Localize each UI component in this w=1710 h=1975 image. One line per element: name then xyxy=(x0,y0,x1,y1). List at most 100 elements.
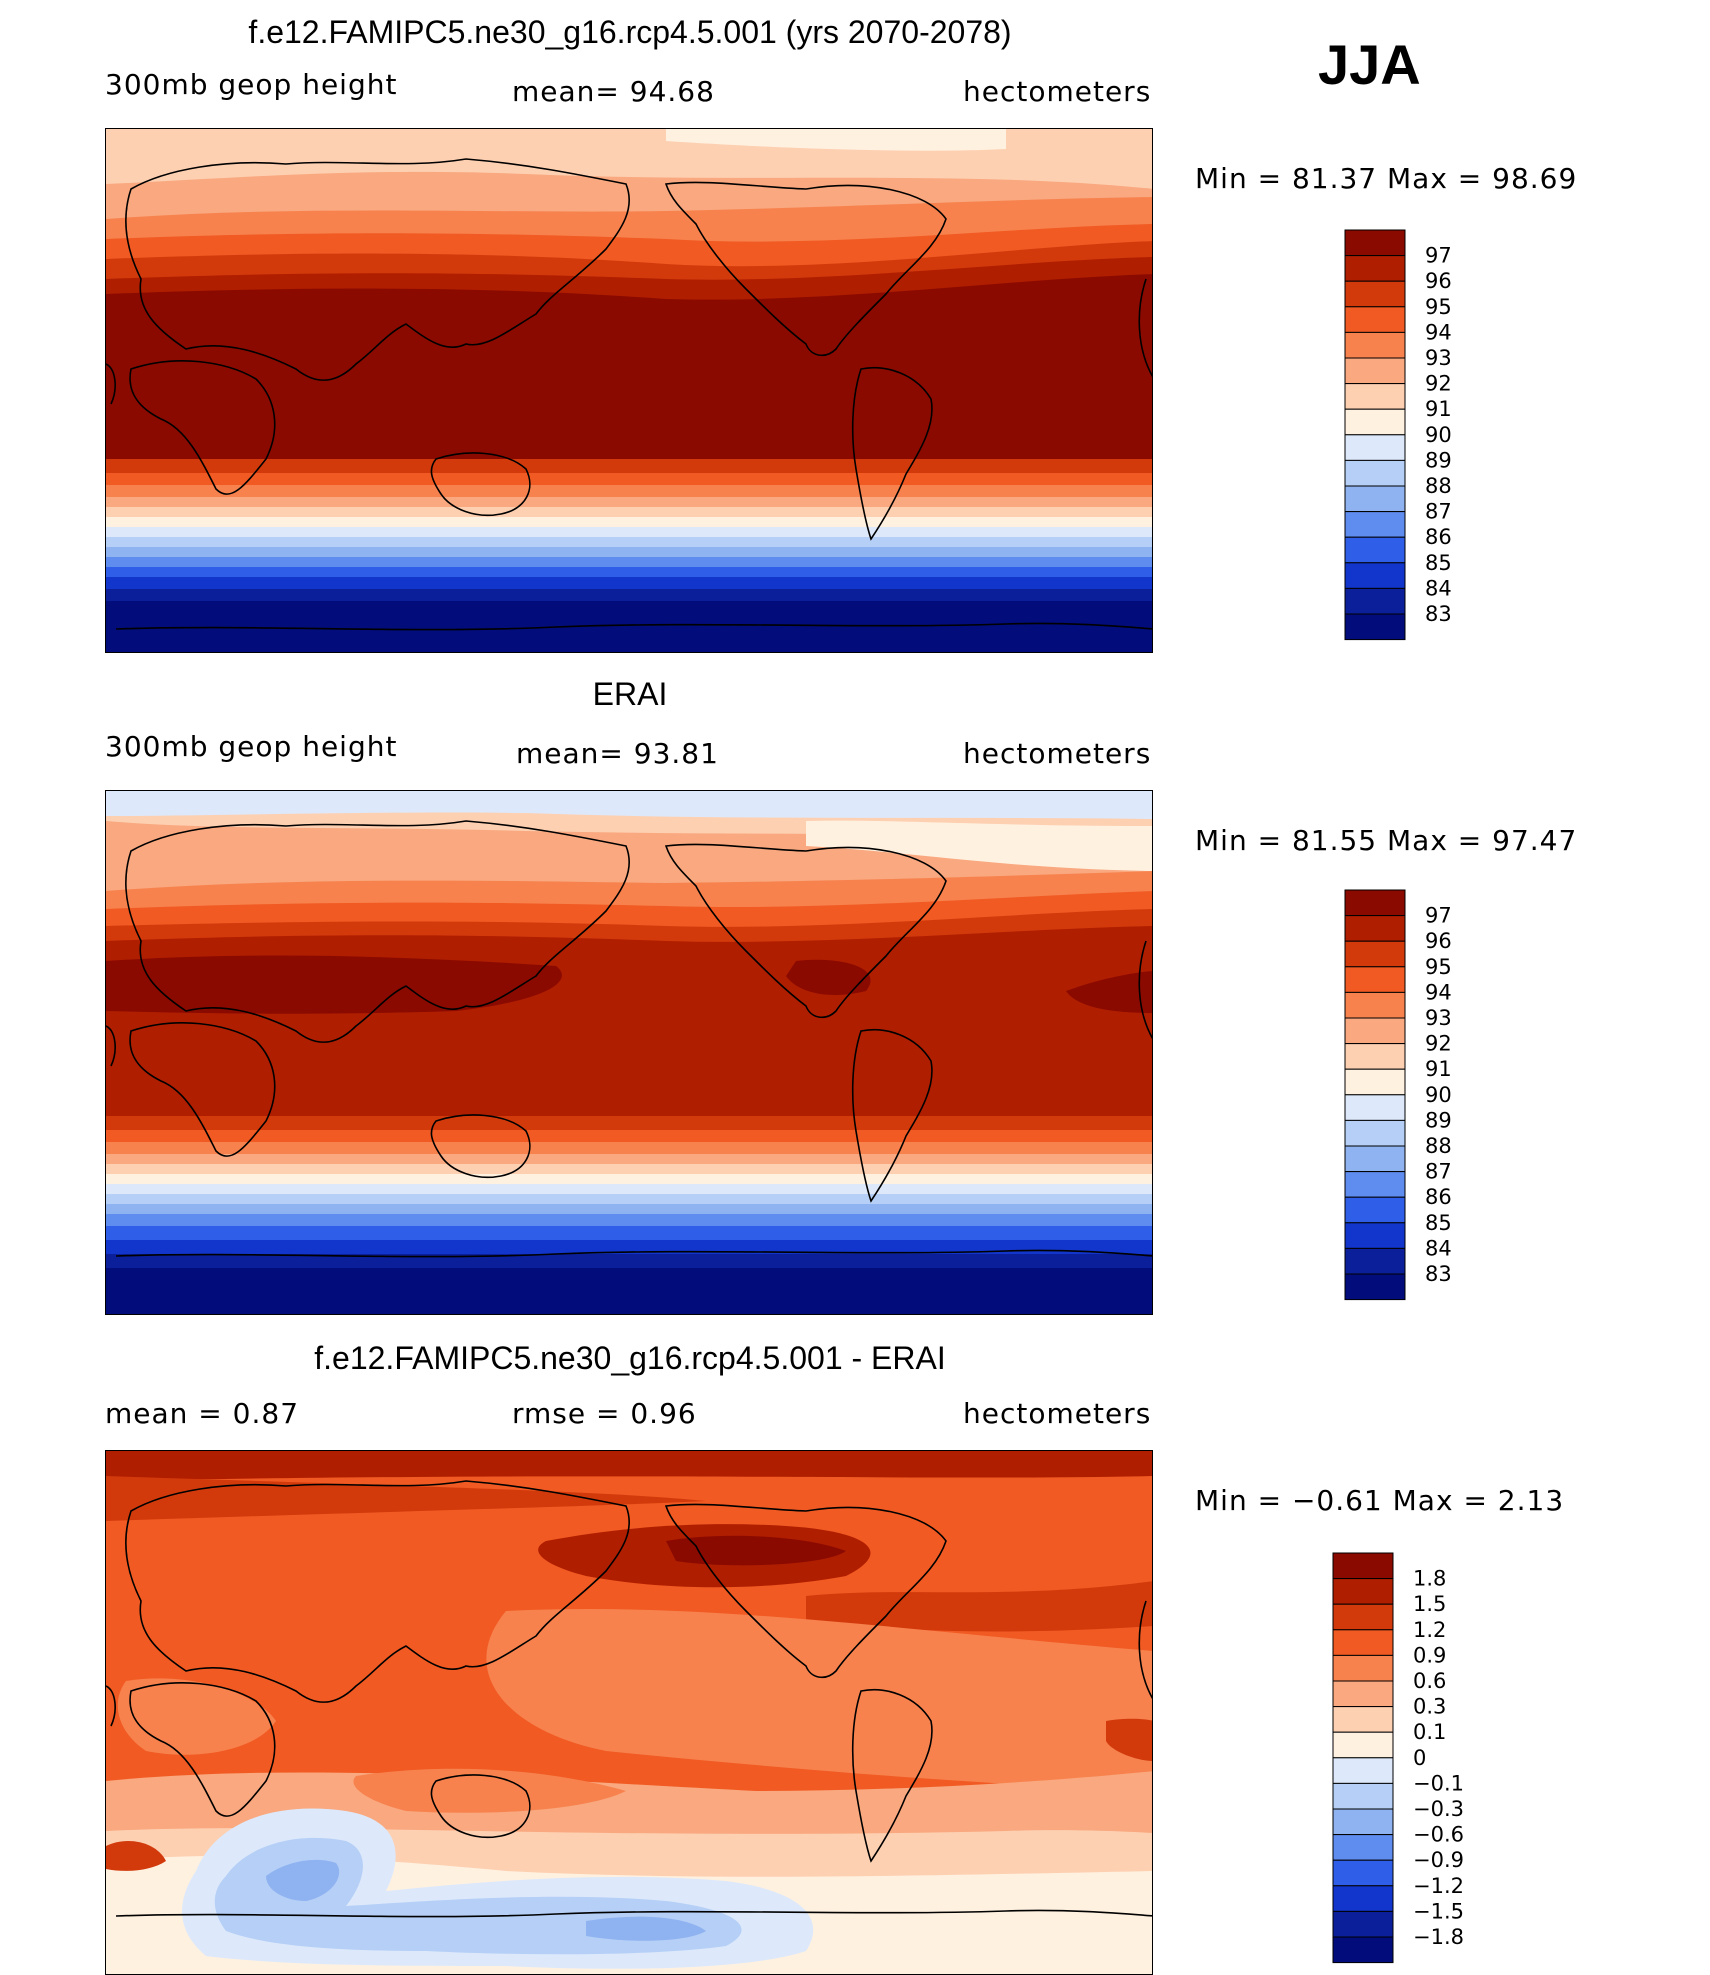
panel-1-title: f.e12.FAMIPC5.ne30_g16.rcp4.5.001 (yrs 2… xyxy=(248,14,1012,50)
colorbar-label: 92 xyxy=(1425,372,1452,396)
colorbar-swatch xyxy=(1344,1068,1406,1096)
colorbar-label: −1.8 xyxy=(1413,1925,1464,1949)
colorbar-swatch xyxy=(1344,434,1406,461)
colorbar-swatch xyxy=(1344,511,1406,538)
colorbar-swatch xyxy=(1344,613,1406,641)
colorbar-label: 90 xyxy=(1425,1083,1452,1107)
colorbar-swatch xyxy=(1332,1859,1394,1887)
colorbar-swatch xyxy=(1332,1629,1394,1656)
panel-1-contour-field xyxy=(106,129,1152,652)
colorbar-label: 95 xyxy=(1425,295,1452,319)
colorbar-swatch xyxy=(1344,1145,1406,1173)
colorbar-swatch xyxy=(1344,485,1406,513)
panel-3-contour-field xyxy=(106,1451,1152,1974)
colorbar-swatch xyxy=(1344,1273,1406,1301)
colorbar-swatch xyxy=(1344,940,1406,968)
colorbar-label: 93 xyxy=(1425,1006,1452,1030)
colorbar-swatch xyxy=(1344,1222,1406,1249)
season-label: JJA xyxy=(1318,33,1421,96)
panel-2-units: hectometers xyxy=(963,737,1152,770)
colorbar-swatch xyxy=(1344,459,1406,487)
colorbar-label: 86 xyxy=(1425,1185,1452,1209)
colorbar-label: −0.9 xyxy=(1413,1848,1464,1872)
panel-3-rmse: rmse = 0.96 xyxy=(512,1397,697,1430)
colorbar-swatch xyxy=(1332,1731,1394,1759)
panel-2-colorbar: 97 96 95 94 93 92 91 90 89 88 87 86 85 84 83 xyxy=(1344,889,1505,1306)
colorbar-swatch xyxy=(1332,1910,1394,1938)
colorbar-label: 97 xyxy=(1425,244,1452,268)
colorbar-swatch xyxy=(1344,1171,1406,1198)
colorbar-label: 86 xyxy=(1425,525,1452,549)
colorbar-swatch xyxy=(1344,562,1406,589)
colorbar-label: 91 xyxy=(1425,397,1452,421)
panel-2-map xyxy=(105,790,1153,1315)
colorbar-label: 0 xyxy=(1413,1746,1426,1770)
colorbar-label: −1.2 xyxy=(1413,1874,1464,1898)
panel-3-minmax: Min = −0.61 Max = 2.13 xyxy=(1195,1484,1565,1517)
colorbar-swatch xyxy=(1344,408,1406,436)
colorbar-swatch xyxy=(1332,1603,1394,1631)
colorbar-swatch xyxy=(1332,1834,1394,1861)
colorbar-label: 1.2 xyxy=(1413,1618,1446,1642)
colorbar-label: 85 xyxy=(1425,551,1452,575)
panel-3-mean: mean = 0.87 xyxy=(105,1397,300,1430)
panel-3-units: hectometers xyxy=(963,1397,1152,1430)
panel-1-map xyxy=(105,128,1153,653)
colorbar-label: 93 xyxy=(1425,346,1452,370)
colorbar-label: 94 xyxy=(1425,320,1452,344)
colorbar-swatch xyxy=(1344,255,1406,282)
colorbar-swatch xyxy=(1344,229,1406,257)
colorbar-label: 0.9 xyxy=(1413,1643,1446,1667)
colorbar-swatch xyxy=(1344,306,1406,333)
colorbar-swatch xyxy=(1344,991,1406,1019)
colorbar-swatch xyxy=(1332,1936,1394,1964)
colorbar-label: 91 xyxy=(1425,1057,1452,1081)
colorbar-swatch xyxy=(1344,331,1406,359)
panel-2-minmax: Min = 81.55 Max = 97.47 xyxy=(1195,824,1578,857)
colorbar-label: 95 xyxy=(1425,955,1452,979)
colorbar-label: −0.1 xyxy=(1413,1771,1464,1795)
colorbar-label: 1.5 xyxy=(1413,1592,1446,1616)
colorbar-label: −1.5 xyxy=(1413,1899,1464,1923)
panel-2-title: ERAI xyxy=(592,676,668,712)
colorbar-swatch xyxy=(1344,357,1406,385)
colorbar-swatch xyxy=(1344,1017,1406,1045)
colorbar-swatch xyxy=(1332,1885,1394,1912)
colorbar-swatch xyxy=(1344,536,1406,564)
colorbar-label: 97 xyxy=(1425,904,1452,928)
colorbar-label: 90 xyxy=(1425,423,1452,447)
colorbar-swatch xyxy=(1344,1196,1406,1224)
colorbar-swatch xyxy=(1344,1247,1406,1275)
panel-1-units: hectometers xyxy=(963,75,1152,108)
panel-3-colorbar: 1.8 1.5 1.2 0.9 0.6 0.3 0.1 0 −0.1 −0.3 −0.6 −0.9 −1… xyxy=(1332,1552,1505,1969)
panel-1-minmax: Min = 81.37 Max = 98.69 xyxy=(1195,162,1578,195)
colorbar-label: 0.1 xyxy=(1413,1720,1446,1744)
colorbar-label: 88 xyxy=(1425,1134,1452,1158)
colorbar-label: 0.3 xyxy=(1413,1695,1446,1719)
panel-2-variable: 300mb geop height xyxy=(105,730,398,763)
colorbar-label: 84 xyxy=(1425,1236,1452,1260)
colorbar-label: 89 xyxy=(1425,1108,1452,1132)
panel-1-mean: mean= 94.68 xyxy=(512,75,715,108)
colorbar-label: 88 xyxy=(1425,474,1452,498)
colorbar-label: 94 xyxy=(1425,980,1452,1004)
colorbar-swatch xyxy=(1344,915,1406,942)
colorbar-label: 89 xyxy=(1425,448,1452,472)
colorbar-swatch xyxy=(1344,1094,1406,1121)
colorbar-label: 85 xyxy=(1425,1211,1452,1235)
colorbar-label: 83 xyxy=(1425,1262,1452,1286)
colorbar-label: 87 xyxy=(1425,1160,1452,1184)
colorbar-swatch xyxy=(1344,587,1406,615)
panel-3-map xyxy=(105,1450,1153,1975)
colorbar-swatch xyxy=(1332,1654,1394,1682)
colorbar-label: 96 xyxy=(1425,929,1452,953)
colorbar-label: 92 xyxy=(1425,1032,1452,1056)
panel-2-contour-field xyxy=(106,791,1152,1314)
panel-2-coastlines xyxy=(106,820,1152,1258)
colorbar-swatch xyxy=(1344,1043,1406,1070)
colorbar-swatch xyxy=(1344,383,1406,410)
colorbar-swatch xyxy=(1332,1808,1394,1836)
colorbar-label: 96 xyxy=(1425,269,1452,293)
colorbar-swatch xyxy=(1332,1706,1394,1733)
colorbar-swatch xyxy=(1344,280,1406,308)
